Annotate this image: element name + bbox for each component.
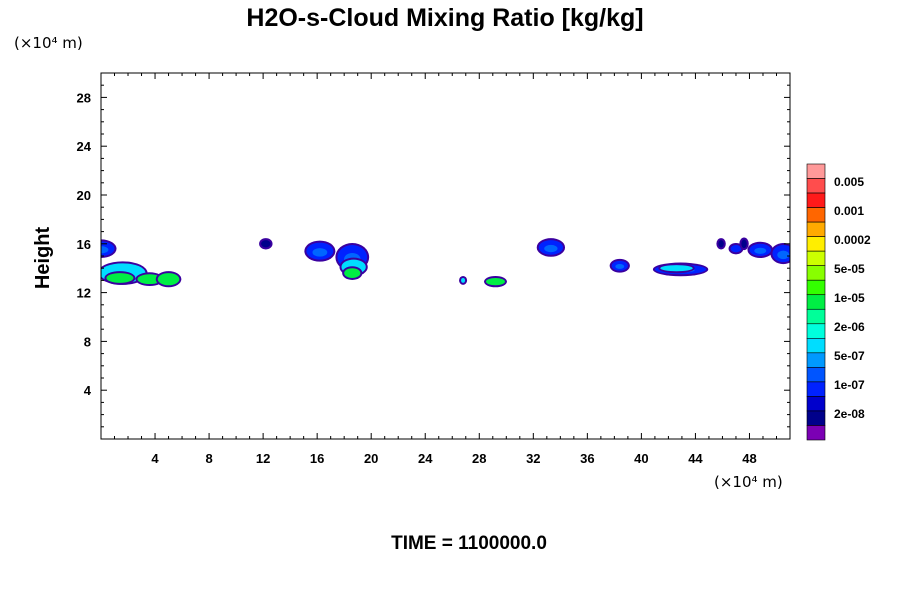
x-tick-label: 36 bbox=[580, 451, 594, 466]
y-tick-label: 24 bbox=[77, 139, 92, 154]
x-tick-label: 40 bbox=[634, 451, 648, 466]
cloud-core bbox=[777, 250, 790, 260]
colorbar-label: 5e-05 bbox=[834, 262, 865, 276]
colorbar-swatch bbox=[806, 265, 826, 281]
colorbar-label: 5e-07 bbox=[834, 349, 865, 363]
cloud-core bbox=[615, 264, 625, 269]
y-axis-label: Height bbox=[32, 227, 54, 290]
colorbar-swatch bbox=[806, 425, 826, 441]
colorbar-swatch bbox=[806, 192, 826, 208]
colorbar-swatch bbox=[806, 178, 826, 194]
cloud-region bbox=[486, 277, 505, 286]
cloud-region bbox=[157, 273, 180, 286]
x-tick-label: 48 bbox=[742, 451, 756, 466]
cloud-region bbox=[718, 240, 724, 248]
y-tick-label: 12 bbox=[77, 286, 91, 301]
colorbar-swatch bbox=[806, 338, 826, 354]
cloud-core bbox=[754, 247, 767, 254]
cloud-region bbox=[261, 240, 271, 248]
colorbar-swatch bbox=[806, 221, 826, 237]
colorbar-swatch bbox=[806, 207, 826, 223]
cloud-region bbox=[660, 265, 693, 272]
colorbar-label: 1e-07 bbox=[834, 378, 865, 392]
colorbar-swatch bbox=[806, 367, 826, 383]
colorbar: 0.005 0.001 0.0002 5e-05 1e-05 2e-06 5e-07 1e-0… bbox=[806, 163, 871, 441]
colorbar-swatch bbox=[806, 236, 826, 252]
colorbar-label: 2e-06 bbox=[834, 320, 865, 334]
cloud-region bbox=[741, 239, 747, 249]
colorbar-swatch bbox=[806, 163, 826, 179]
y-tick-label: 8 bbox=[84, 334, 91, 349]
x-tick-label: 16 bbox=[310, 451, 324, 466]
cloud-region bbox=[344, 268, 361, 278]
x-tick-label: 24 bbox=[418, 451, 433, 466]
colorbar-swatch bbox=[806, 410, 826, 426]
chart-title: H2O-s-Cloud Mixing Ratio [kg/kg] bbox=[246, 4, 643, 32]
colorbar-swatch bbox=[806, 279, 826, 296]
cloud-core bbox=[544, 244, 558, 253]
colorbar-swatch bbox=[806, 308, 826, 325]
colorbar-swatch bbox=[806, 323, 826, 339]
y-axis: 4 8 12 16 20 24 28 bbox=[77, 84, 790, 428]
x-tick-label: 32 bbox=[526, 451, 540, 466]
y-tick-label: 4 bbox=[84, 383, 92, 398]
colorbar-swatch bbox=[806, 352, 826, 368]
colorbar-swatch bbox=[806, 396, 826, 412]
colorbar-label: 0.001 bbox=[834, 204, 864, 218]
time-label: TIME = 1100000.0 bbox=[391, 533, 547, 554]
y-tick-label: 20 bbox=[77, 188, 91, 203]
cloud-region bbox=[106, 273, 134, 283]
x-tick-label: 8 bbox=[205, 451, 212, 466]
x-unit-label: (×10⁴ m) bbox=[714, 473, 783, 491]
colorbar-swatch bbox=[806, 250, 826, 266]
y-unit-label: (×10⁴ m) bbox=[14, 34, 83, 52]
cloud-core bbox=[101, 246, 109, 254]
colorbar-label: 1e-05 bbox=[834, 291, 865, 305]
colorbar-swatch bbox=[806, 381, 826, 397]
plot-frame bbox=[100, 72, 791, 440]
colorbar-swatch bbox=[806, 294, 826, 310]
x-tick-label: 44 bbox=[688, 451, 703, 466]
colorbar-label: 0.0002 bbox=[834, 233, 871, 247]
colorbar-label: 2e-08 bbox=[834, 407, 865, 421]
x-axis: 4 8 12 16 20 24 28 32 36 40 44 48 bbox=[114, 73, 777, 466]
cloud-region bbox=[137, 274, 162, 285]
cloud-field bbox=[101, 237, 790, 288]
y-tick-label: 16 bbox=[77, 237, 91, 252]
x-tick-label: 28 bbox=[472, 451, 486, 466]
cloud-region bbox=[461, 277, 466, 283]
x-tick-label: 20 bbox=[364, 451, 378, 466]
colorbar-label: 0.005 bbox=[834, 175, 864, 189]
cloud-region bbox=[730, 245, 742, 253]
y-tick-label: 28 bbox=[77, 90, 91, 105]
cloud-core bbox=[312, 248, 328, 257]
x-tick-label: 4 bbox=[151, 451, 159, 466]
x-tick-label: 12 bbox=[256, 451, 270, 466]
